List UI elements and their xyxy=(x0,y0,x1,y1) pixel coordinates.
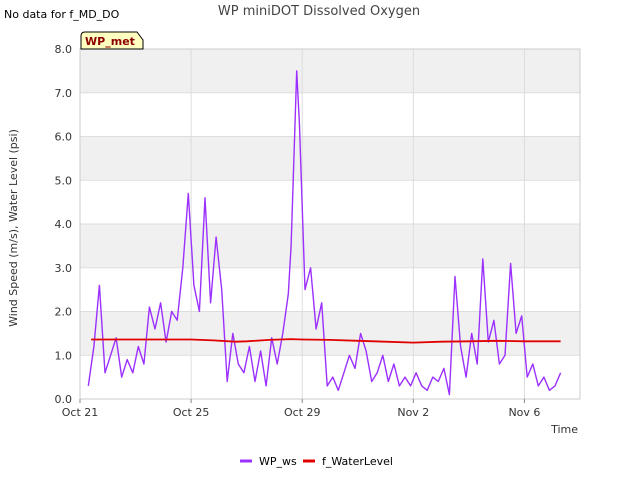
band-5 xyxy=(80,136,580,181)
y-axis-ticks: 0.0 1.0 2.0 3.0 4.0 5.0 6.0 7.0 8.0 xyxy=(55,43,73,406)
legend: WP_ws f_WaterLevel xyxy=(240,455,393,468)
legend-label-wp-ws: WP_ws xyxy=(259,455,297,468)
background-bands xyxy=(80,49,580,356)
no-data-notice: No data for f_MD_DO xyxy=(4,8,120,21)
y-tick-label: 8.0 xyxy=(55,43,73,56)
y-tick-label: 6.0 xyxy=(55,131,73,144)
x-tick-label: Nov 6 xyxy=(508,406,540,419)
chart-title: WP miniDOT Dissolved Oxygen xyxy=(218,4,420,19)
y-tick-label: 5.0 xyxy=(55,174,73,187)
y-tick-label: 4.0 xyxy=(55,218,73,231)
y-tick-label: 2.0 xyxy=(55,306,73,319)
x-tick-label: Oct 21 xyxy=(62,406,99,419)
wp-met-badge: WP_met xyxy=(80,31,144,50)
plot-frame xyxy=(79,48,581,400)
y-tick-label: 0.0 xyxy=(55,393,73,406)
x-axis-title: Time xyxy=(550,423,578,436)
y-tick-label: 3.0 xyxy=(55,262,73,275)
series-layer xyxy=(87,70,562,396)
y-axis-title: Wind Speed (m/s), Water Level (psi) xyxy=(7,129,20,327)
legend-label-f-waterlevel: f_WaterLevel xyxy=(322,455,393,468)
series-line-wp-ws xyxy=(87,70,562,396)
band-7 xyxy=(80,49,580,93)
x-tick-label: Oct 29 xyxy=(284,406,321,419)
badge-shape xyxy=(80,31,144,50)
band-3 xyxy=(80,224,580,268)
x-tick-label: Oct 25 xyxy=(173,406,210,419)
series-line-f-waterlevel xyxy=(91,338,561,344)
badge-label: WP_met xyxy=(85,35,135,48)
x-tick-label: Nov 2 xyxy=(397,406,429,419)
y-tick-label: 1.0 xyxy=(55,349,73,362)
y-tick-label: 7.0 xyxy=(55,87,73,100)
x-axis-ticks: Oct 21 Oct 25 Oct 29 Nov 2 Nov 6 xyxy=(62,399,540,419)
